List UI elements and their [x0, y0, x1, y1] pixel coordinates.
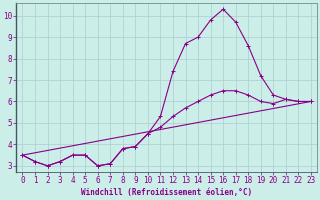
X-axis label: Windchill (Refroidissement éolien,°C): Windchill (Refroidissement éolien,°C) [81, 188, 252, 197]
